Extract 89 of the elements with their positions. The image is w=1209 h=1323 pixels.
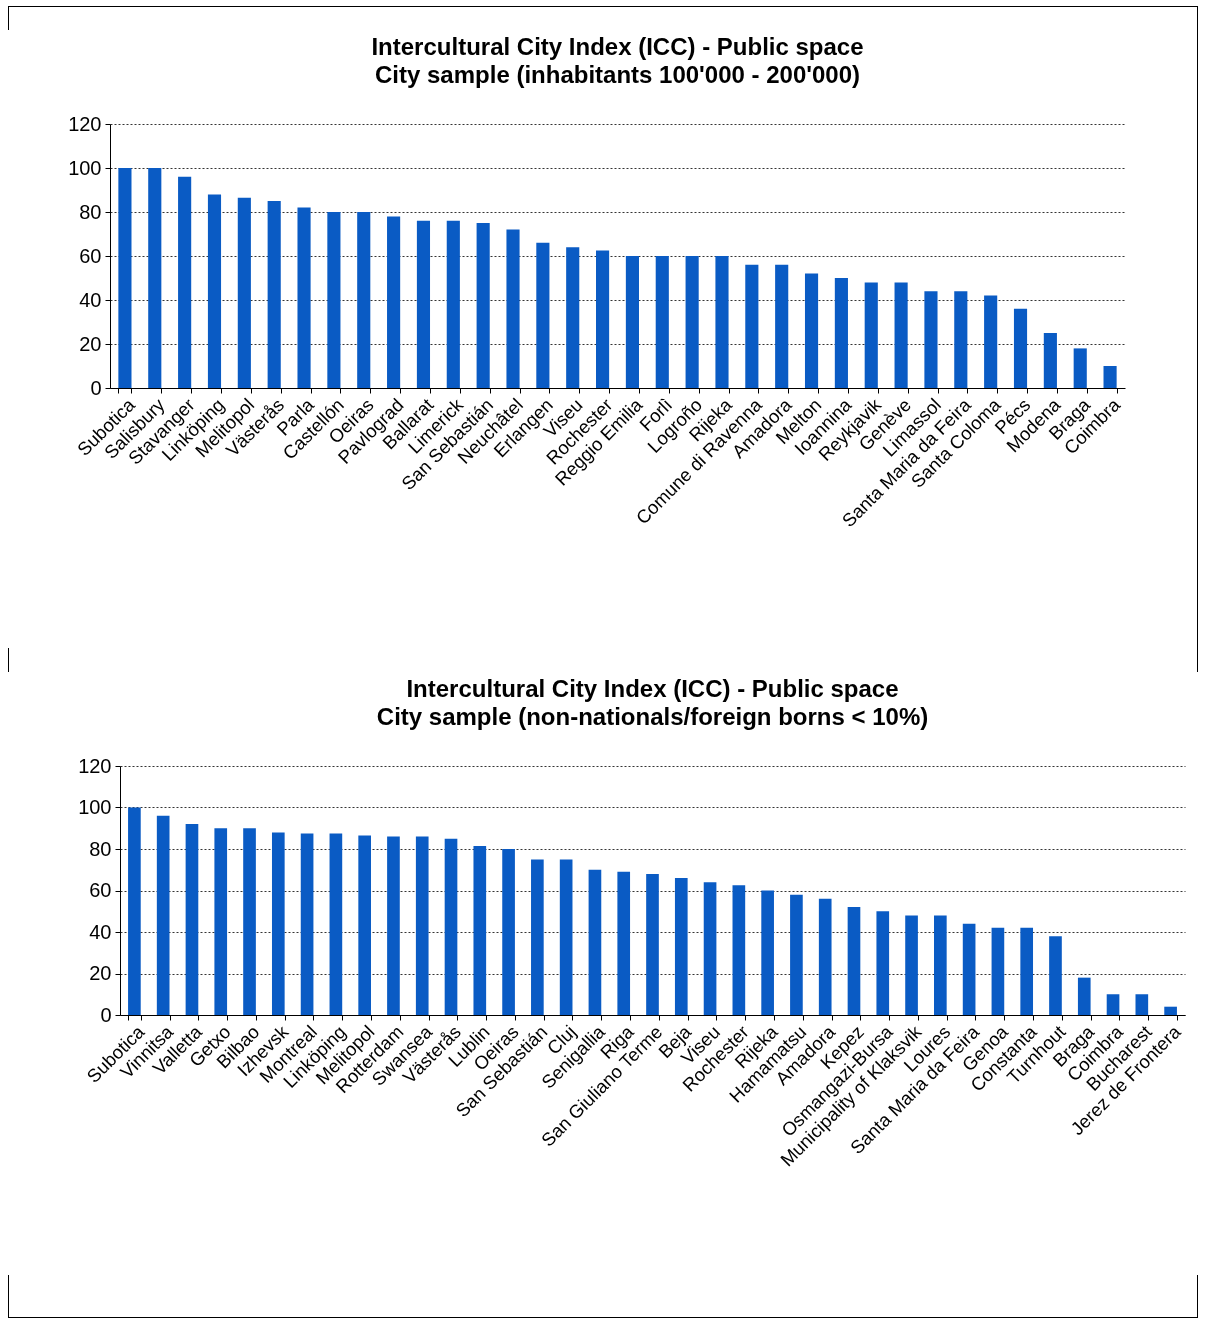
y-tick-label: 100: [78, 796, 112, 818]
bar: [358, 835, 371, 1015]
bar: [444, 838, 458, 1015]
bar: [790, 894, 803, 1015]
bar: [502, 849, 515, 1015]
bar: [745, 264, 759, 388]
bar: [804, 273, 819, 388]
bar: [588, 869, 602, 1015]
y-tick-label: 120: [78, 754, 112, 777]
bar: [387, 216, 401, 388]
bar: [1106, 994, 1120, 1015]
y-tick-label: 80: [89, 837, 112, 860]
bar: [267, 201, 281, 388]
y-tick-label: 20: [89, 962, 112, 984]
bar: [775, 264, 789, 388]
bar: [531, 859, 544, 1015]
y-tick-label: 0: [90, 376, 102, 399]
bar: [473, 845, 487, 1015]
bar: [1164, 1006, 1177, 1015]
bar: [178, 176, 192, 388]
bar: [506, 229, 520, 388]
bar: [566, 247, 580, 388]
bar: [300, 833, 314, 1015]
bar: [357, 212, 371, 388]
bar: [905, 915, 918, 1015]
bar: [476, 223, 490, 388]
bar: [962, 923, 976, 1015]
y-tick-label: 40: [79, 288, 102, 311]
chart-subtitle: City sample (inhabitants 100'000 - 200'000): [375, 61, 860, 88]
bar: [1043, 333, 1057, 388]
y-tick-label: 80: [79, 200, 102, 223]
bar: [1013, 308, 1028, 388]
bar: [416, 220, 431, 388]
bar: [984, 295, 998, 388]
bar: [894, 282, 908, 388]
y-tick-label: 120: [68, 112, 102, 135]
bar: [1049, 936, 1062, 1015]
bar: [1077, 977, 1091, 1015]
y-tick-label: 100: [68, 156, 102, 179]
bar: [148, 168, 162, 388]
bar: [674, 878, 688, 1015]
bar: [536, 242, 550, 388]
bar: [297, 207, 311, 388]
bar: [387, 836, 400, 1015]
chart-title: Intercultural City Index (ICC) - Public space: [406, 675, 899, 702]
bar: [1103, 366, 1117, 388]
bar: [118, 168, 132, 388]
bar: [818, 898, 832, 1015]
y-tick-label: 0: [100, 1003, 112, 1026]
bar: [876, 911, 890, 1015]
y-tick-label: 60: [79, 244, 102, 267]
bar: [237, 197, 251, 388]
bar: [924, 291, 938, 388]
bar: [834, 278, 848, 388]
bar: [1073, 348, 1087, 388]
y-tick-label: 20: [79, 332, 102, 355]
bar: [864, 282, 878, 388]
bar: [991, 927, 1005, 1015]
bar: [954, 291, 968, 388]
bar: [934, 915, 947, 1015]
bar: [596, 250, 610, 388]
bar: [446, 220, 460, 388]
bar: [271, 832, 285, 1015]
bar: [617, 871, 631, 1015]
bar: [415, 836, 429, 1015]
bar: [1135, 994, 1149, 1015]
bar: [655, 256, 669, 388]
bar: [214, 828, 228, 1015]
y-tick-label: 60: [89, 879, 112, 901]
bar: [732, 885, 746, 1015]
bar: [559, 859, 573, 1015]
bar: [646, 873, 659, 1015]
bar: [715, 256, 729, 388]
bar: [327, 212, 341, 388]
bar: [1020, 927, 1034, 1015]
bar: [156, 815, 170, 1015]
bar: [847, 907, 861, 1015]
bar: [685, 256, 699, 388]
chart-title: Intercultural City Index (ICC) - Public space: [371, 33, 864, 60]
y-tick-label: 40: [89, 920, 112, 943]
bar: [243, 828, 256, 1015]
bar: [703, 882, 717, 1015]
bar: [128, 807, 141, 1015]
bar: [207, 194, 222, 388]
chart-subtitle: City sample (non-nationals/foreign borns < 10%): [376, 703, 929, 730]
bar: [761, 890, 774, 1015]
bar: [329, 833, 343, 1015]
bar: [185, 824, 199, 1015]
bar: [625, 256, 639, 388]
